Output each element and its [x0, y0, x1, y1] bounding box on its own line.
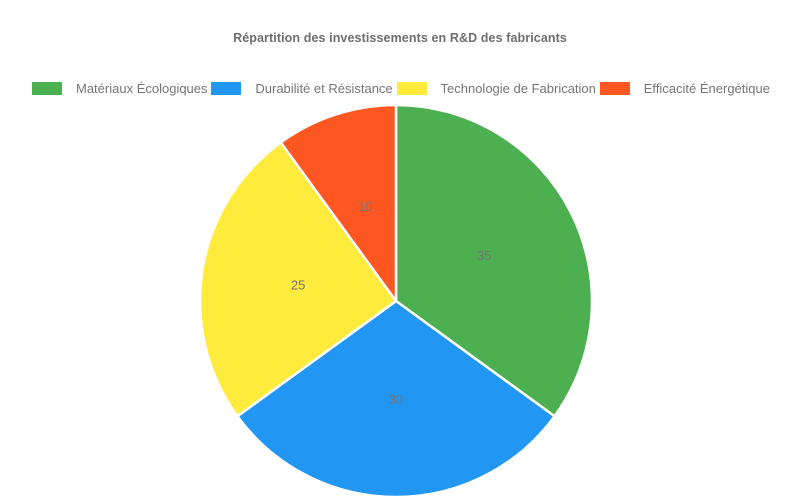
pie-slice-1 — [236, 299, 556, 499]
slice-value-label: 35 — [477, 248, 491, 263]
legend-swatch-blue — [211, 82, 242, 95]
pie-slice-2 — [198, 141, 398, 418]
legend-label: Matériaux Écologiques — [76, 81, 208, 96]
legend-swatch-orange — [599, 82, 630, 95]
slice-value-label: 10 — [358, 199, 372, 214]
legend-item-materiaux-ecologiques: Matériaux Écologiques — [32, 81, 208, 96]
pie-slice-0 — [394, 103, 594, 418]
slice-value-label: 25 — [291, 278, 305, 293]
legend-label: Technologie de Fabrication — [440, 81, 596, 96]
legend-item-technologie-fabrication: Technologie de Fabrication — [396, 81, 596, 96]
chart-title: Répartition des investissements en R&D d… — [233, 31, 567, 45]
legend: Matériaux Écologiques Durabilité et Rési… — [32, 81, 770, 96]
legend-item-efficacite-energetique: Efficacité Énergétique — [599, 81, 770, 96]
legend-swatch-yellow — [396, 82, 427, 95]
slice-value-label: 30 — [389, 392, 403, 407]
legend-label: Efficacité Énergétique — [643, 81, 770, 96]
legend-label: Durabilité et Résistance — [255, 81, 393, 96]
legend-swatch-green — [32, 82, 62, 95]
legend-item-durabilite-resistance: Durabilité et Résistance — [211, 81, 393, 96]
pie-slice-3 — [279, 103, 398, 303]
